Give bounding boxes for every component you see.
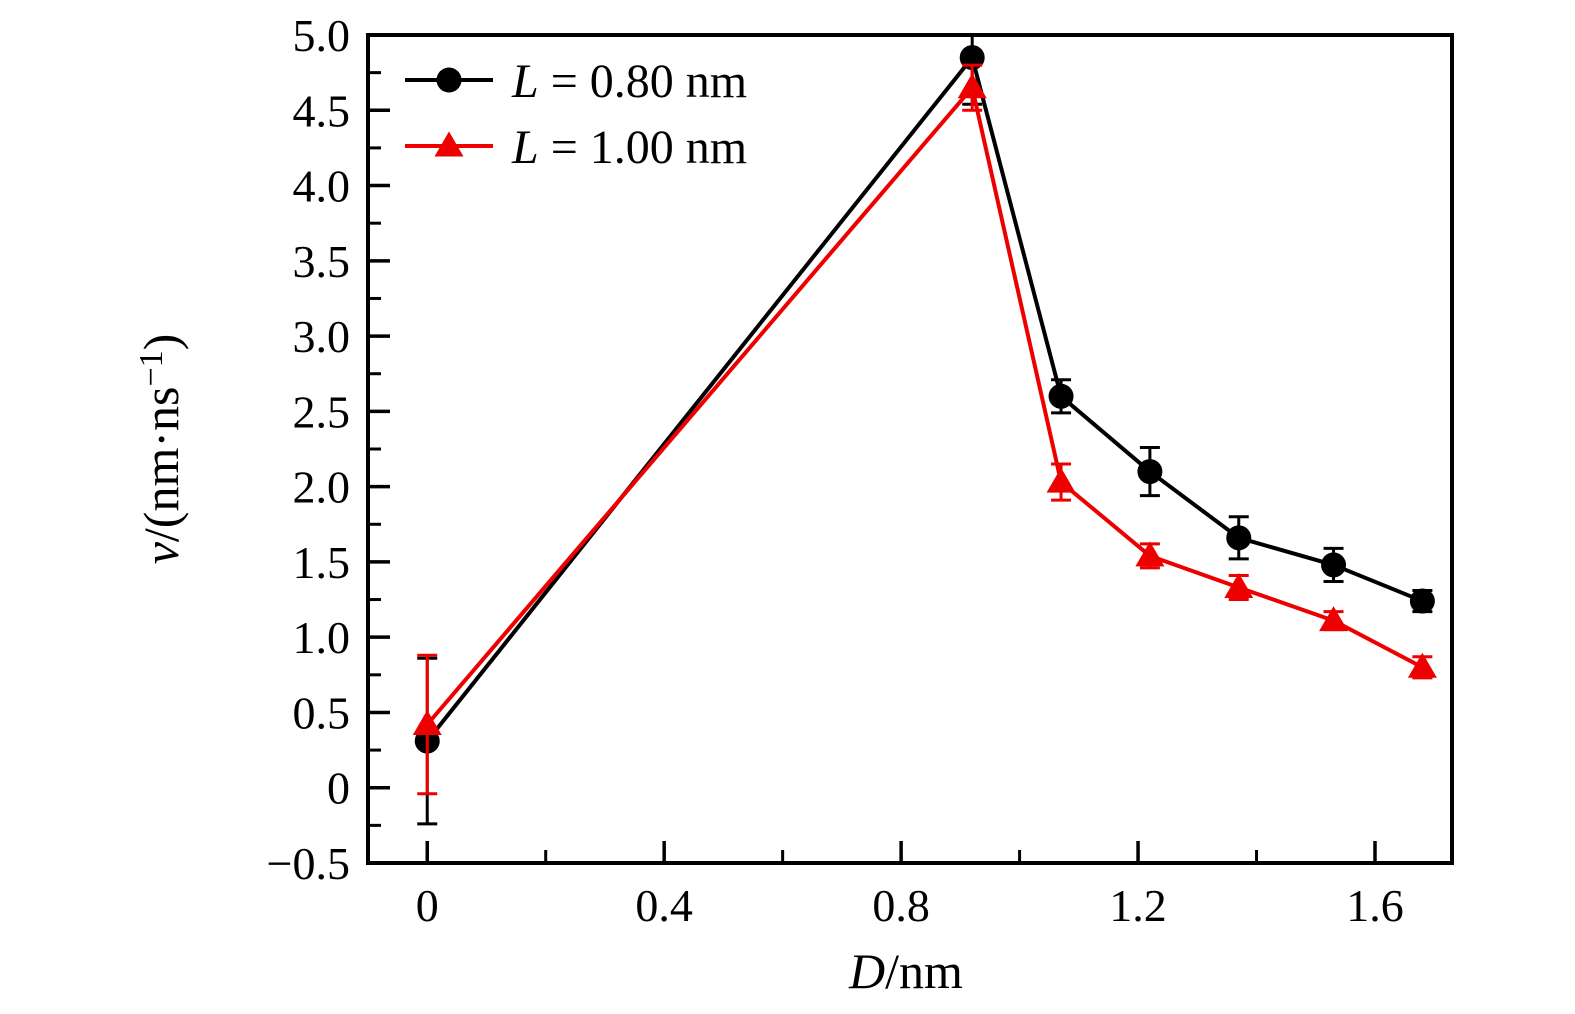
x-tick-label: 1.6: [1346, 880, 1404, 931]
legend-label: L = 1.00 nm: [511, 121, 747, 174]
data-point-marker: [1224, 573, 1254, 599]
y-tick-label: 4.5: [293, 85, 351, 136]
data-point-marker: [436, 67, 462, 93]
y-tick-label: 2.5: [293, 386, 351, 437]
x-tick-label: 0.4: [635, 880, 693, 931]
x-axis-ticks: 0 0.4 0.8 1.2 1.6: [416, 841, 1404, 931]
y-tick-label: 1.5: [293, 537, 351, 588]
data-point-marker: [412, 709, 442, 735]
series-line: [425, 85, 1425, 727]
data-point-marker: [1407, 652, 1437, 678]
plot-frame: [366, 33, 1454, 865]
y-tick-label: 4.0: [293, 161, 351, 212]
y-tick-label: 0.5: [293, 687, 351, 738]
data-point-marker: [1046, 467, 1076, 493]
legend: L = 0.80 nm L = 1.00 nm: [405, 55, 747, 174]
data-point-marker: [1409, 588, 1435, 614]
legend-label: L = 0.80 nm: [511, 55, 747, 108]
series-L-1.00nm: [412, 63, 1437, 796]
data-point-marker: [1135, 541, 1165, 567]
y-tick-label: 3.5: [293, 236, 351, 287]
data-point-marker: [957, 73, 987, 99]
y-tick-label: 1.0: [293, 612, 351, 663]
data-point-marker: [1048, 383, 1074, 409]
y-tick-label: −0.5: [267, 838, 350, 889]
data-point-marker: [1226, 525, 1252, 551]
legend-item: L = 0.80 nm: [405, 55, 747, 108]
y-tick-label: 0: [327, 763, 350, 814]
x-axis-label: D/nm: [848, 943, 963, 999]
y-tick-label: 5.0: [293, 10, 351, 61]
x-tick-label: 0.8: [872, 880, 930, 931]
legend-item: L = 1.00 nm: [405, 121, 747, 174]
x-tick-label: 0: [416, 880, 439, 931]
y-tick-label: 3.0: [293, 311, 351, 362]
y-tick-label: 2.0: [293, 462, 351, 513]
data-point-marker: [1137, 459, 1163, 485]
x-tick-label: 1.2: [1109, 880, 1167, 931]
data-point-marker: [434, 131, 464, 157]
data-point-marker: [1319, 606, 1349, 632]
y-axis-label: v/(nm·ns−1): [133, 334, 189, 565]
y-axis-ticks: 5.0 4.5 4.0 3.5 3.0 2.5 2.0 1.5 1.0 0.5 0 −0.5: [267, 10, 390, 889]
data-point-marker: [1321, 552, 1347, 578]
